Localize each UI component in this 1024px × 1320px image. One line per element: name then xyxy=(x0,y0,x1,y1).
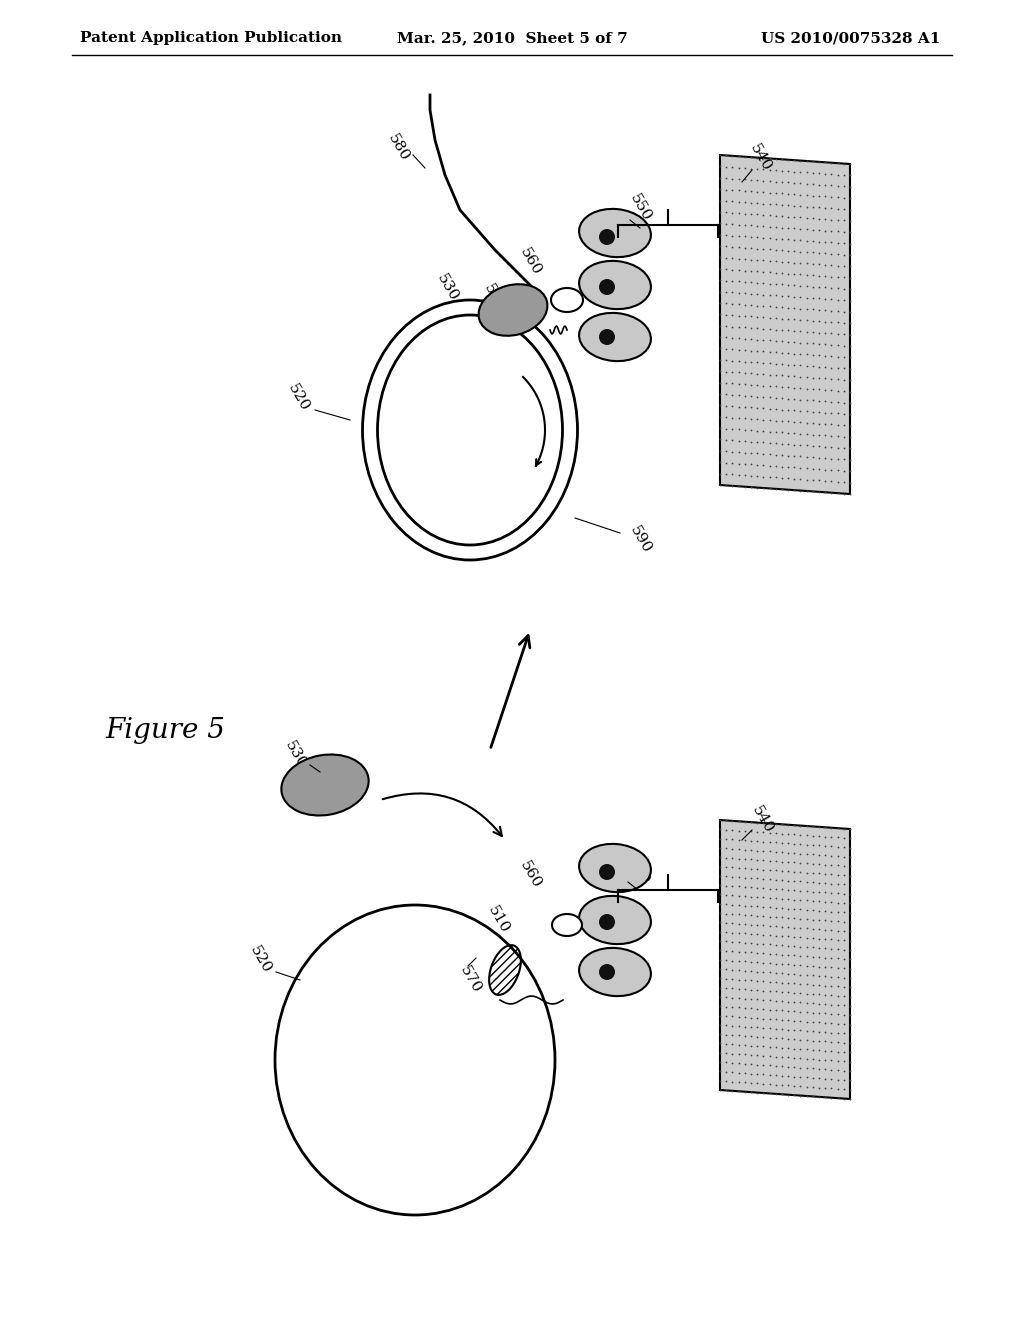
Ellipse shape xyxy=(478,284,548,335)
Ellipse shape xyxy=(378,315,562,545)
Circle shape xyxy=(599,279,615,294)
Text: 520: 520 xyxy=(285,381,311,414)
Ellipse shape xyxy=(580,313,651,362)
Circle shape xyxy=(599,913,615,931)
Text: 570: 570 xyxy=(457,964,483,997)
Circle shape xyxy=(599,964,615,979)
Text: 530: 530 xyxy=(434,272,461,304)
Text: 510: 510 xyxy=(484,904,511,936)
Ellipse shape xyxy=(580,209,651,257)
Text: 560: 560 xyxy=(517,859,544,891)
Text: 580: 580 xyxy=(385,132,412,164)
Circle shape xyxy=(599,228,615,246)
Ellipse shape xyxy=(551,288,583,312)
Ellipse shape xyxy=(580,948,651,997)
Ellipse shape xyxy=(580,896,651,944)
Text: US 2010/0075328 A1: US 2010/0075328 A1 xyxy=(761,30,940,45)
Ellipse shape xyxy=(362,300,578,560)
Polygon shape xyxy=(720,820,850,1100)
Ellipse shape xyxy=(552,913,582,936)
Ellipse shape xyxy=(580,843,651,892)
Text: Mar. 25, 2010  Sheet 5 of 7: Mar. 25, 2010 Sheet 5 of 7 xyxy=(396,30,628,45)
Circle shape xyxy=(599,329,615,345)
Text: 510: 510 xyxy=(480,282,507,314)
Ellipse shape xyxy=(275,906,555,1214)
Text: 550: 550 xyxy=(625,855,651,888)
Text: 520: 520 xyxy=(247,944,273,975)
Polygon shape xyxy=(720,154,850,494)
Text: 590: 590 xyxy=(627,524,653,556)
Text: 530: 530 xyxy=(282,739,308,771)
Circle shape xyxy=(599,865,615,880)
Text: Figure 5: Figure 5 xyxy=(105,717,225,743)
Ellipse shape xyxy=(379,315,561,544)
Text: 560: 560 xyxy=(517,246,544,279)
Text: Patent Application Publication: Patent Application Publication xyxy=(80,30,342,45)
Ellipse shape xyxy=(580,261,651,309)
Text: 540: 540 xyxy=(746,141,773,174)
Text: 540: 540 xyxy=(749,804,775,836)
Text: 550: 550 xyxy=(627,191,653,224)
Ellipse shape xyxy=(282,755,369,816)
